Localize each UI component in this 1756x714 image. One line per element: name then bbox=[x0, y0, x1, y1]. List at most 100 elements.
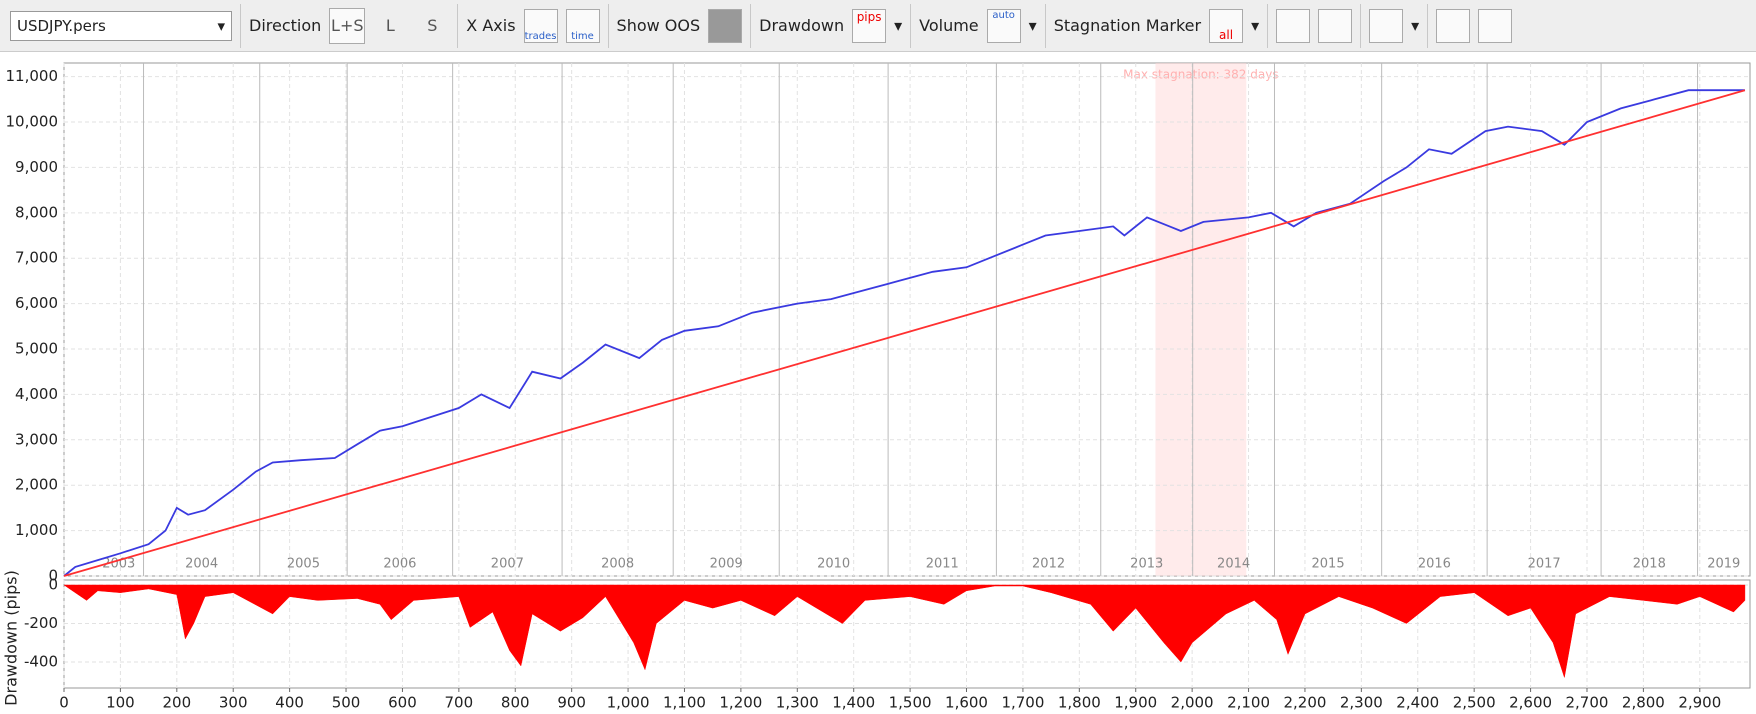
label: Volume bbox=[919, 16, 979, 35]
toolbar: USDJPY.pers ▾ Direction L+S L S X Axis tr… bbox=[0, 0, 1756, 52]
x-tick-label: 2,800 bbox=[1622, 694, 1665, 712]
year-label: 2010 bbox=[817, 557, 850, 572]
view-group: ▾ bbox=[1361, 3, 1429, 48]
year-label: 2017 bbox=[1528, 557, 1561, 572]
x-tick-label: 700 bbox=[445, 694, 474, 712]
x-tick-label: 800 bbox=[501, 694, 530, 712]
y-tick-label: -400 bbox=[24, 653, 58, 671]
icon-button[interactable]: time bbox=[565, 8, 600, 43]
stagnation-group: Stagnation Marker all ▾ bbox=[1046, 3, 1269, 48]
x-tick-label: 2,300 bbox=[1340, 694, 1383, 712]
y-tick-label: 2,000 bbox=[15, 476, 58, 494]
year-label: 2003 bbox=[102, 557, 135, 572]
equity-line bbox=[63, 89, 1746, 577]
x-tick-label: 400 bbox=[275, 694, 304, 712]
year-label: 2011 bbox=[926, 557, 959, 572]
y-tick-label: 11,000 bbox=[6, 67, 59, 85]
y-tick-label: 0 bbox=[48, 567, 58, 585]
x-tick-label: 1,400 bbox=[832, 694, 875, 712]
x-tick-label: 0 bbox=[59, 694, 69, 712]
x-tick-label: 500 bbox=[332, 694, 361, 712]
volume-group: Volume auto ▾ bbox=[911, 3, 1046, 48]
y-tick-label: 6,000 bbox=[15, 294, 58, 312]
symbol-group: USDJPY.pers ▾ bbox=[0, 3, 241, 48]
year-label: 2004 bbox=[185, 557, 218, 572]
view-group bbox=[1428, 4, 1520, 48]
year-label: 2018 bbox=[1633, 557, 1666, 572]
year-label: 2019 bbox=[1707, 557, 1740, 572]
y-tick-label: 10,000 bbox=[6, 113, 59, 131]
arrow: ▾ bbox=[894, 16, 903, 35]
x-tick-label: 1,300 bbox=[776, 694, 819, 712]
label: X Axis bbox=[466, 16, 516, 35]
year-label: 2008 bbox=[601, 557, 634, 572]
x-tick-label: 1,600 bbox=[945, 694, 988, 712]
year-label: 2015 bbox=[1312, 557, 1345, 572]
icon-button[interactable]: auto bbox=[986, 8, 1021, 43]
icon-button[interactable] bbox=[1276, 8, 1311, 43]
arrow: ▾ bbox=[217, 16, 225, 35]
stagnation-label: Max stagnation: 382 days bbox=[1123, 68, 1278, 82]
stagnation-band bbox=[1155, 63, 1247, 576]
icon-button[interactable] bbox=[1369, 8, 1404, 43]
x-tick-label: 1,000 bbox=[607, 694, 650, 712]
x-tick-label: 2,100 bbox=[1227, 694, 1270, 712]
x-tick-label: 2,600 bbox=[1509, 694, 1552, 712]
x-tick-label: 300 bbox=[219, 694, 248, 712]
x-tick-label: 600 bbox=[388, 694, 417, 712]
option[interactable]: S bbox=[427, 16, 438, 35]
label: Drawdown bbox=[759, 16, 845, 35]
y-tick-label: -200 bbox=[24, 614, 58, 632]
y-tick-label: 0 bbox=[48, 576, 58, 594]
x-tick-label: 2,700 bbox=[1566, 694, 1609, 712]
icon-button[interactable] bbox=[708, 8, 743, 43]
x-tick-label: 2,500 bbox=[1453, 694, 1496, 712]
y-tick-label: 8,000 bbox=[15, 203, 58, 221]
year-label: 2006 bbox=[383, 557, 416, 572]
symbol-select[interactable]: USDJPY.pers ▾ bbox=[10, 10, 232, 41]
x-tick-label: 1,700 bbox=[1001, 694, 1044, 712]
year-label: 2007 bbox=[491, 557, 524, 572]
icon-button[interactable]: all bbox=[1209, 8, 1244, 43]
year-label: 2012 bbox=[1032, 557, 1065, 572]
x-tick-label: 1,500 bbox=[889, 694, 932, 712]
x-tick-label: 2,400 bbox=[1396, 694, 1439, 712]
label: Stagnation Marker bbox=[1053, 16, 1202, 35]
symbol: USDJPY.pers bbox=[17, 16, 106, 35]
label: Show OOS bbox=[616, 16, 701, 35]
x-tick-label: 1,100 bbox=[663, 694, 706, 712]
icon-button[interactable] bbox=[1318, 8, 1353, 43]
option[interactable]: L+S bbox=[329, 7, 366, 44]
icon-button[interactable]: pips bbox=[852, 8, 887, 43]
y-axis-label: Drawdown (pips) bbox=[2, 570, 21, 706]
x-tick-label: 900 bbox=[557, 694, 586, 712]
drawdown-area bbox=[63, 584, 1746, 678]
y-tick-label: 9,000 bbox=[15, 158, 58, 176]
oos-group: Show OOS bbox=[609, 3, 752, 48]
arrow: ▾ bbox=[1028, 16, 1037, 35]
y-tick-label: 1,000 bbox=[15, 521, 58, 539]
year-label: 2014 bbox=[1217, 557, 1250, 572]
label: Direction bbox=[249, 16, 322, 35]
y-tick-label: 3,000 bbox=[15, 430, 58, 448]
y-tick-label: 5,000 bbox=[15, 340, 58, 358]
x-tick-label: 2,200 bbox=[1283, 694, 1326, 712]
y-tick-label: 4,000 bbox=[15, 385, 58, 403]
direction-group: Direction L+S L S bbox=[241, 3, 459, 48]
x-tick-label: 1,200 bbox=[719, 694, 762, 712]
year-label: 2016 bbox=[1418, 557, 1451, 572]
year-label: 2005 bbox=[287, 557, 320, 572]
icon-button[interactable] bbox=[1436, 8, 1471, 43]
arrow: ▾ bbox=[1411, 16, 1420, 35]
x-tick-label: 2,900 bbox=[1678, 694, 1721, 712]
view-group bbox=[1268, 3, 1362, 48]
icon-button[interactable] bbox=[1478, 8, 1513, 43]
x-tick-label: 1,900 bbox=[1114, 694, 1157, 712]
x-tick-label: 2,000 bbox=[1171, 694, 1214, 712]
arrow: ▾ bbox=[1251, 16, 1260, 35]
option[interactable]: L bbox=[385, 16, 395, 35]
equity-line bbox=[63, 89, 1745, 577]
icon-button[interactable]: trades bbox=[523, 8, 558, 43]
